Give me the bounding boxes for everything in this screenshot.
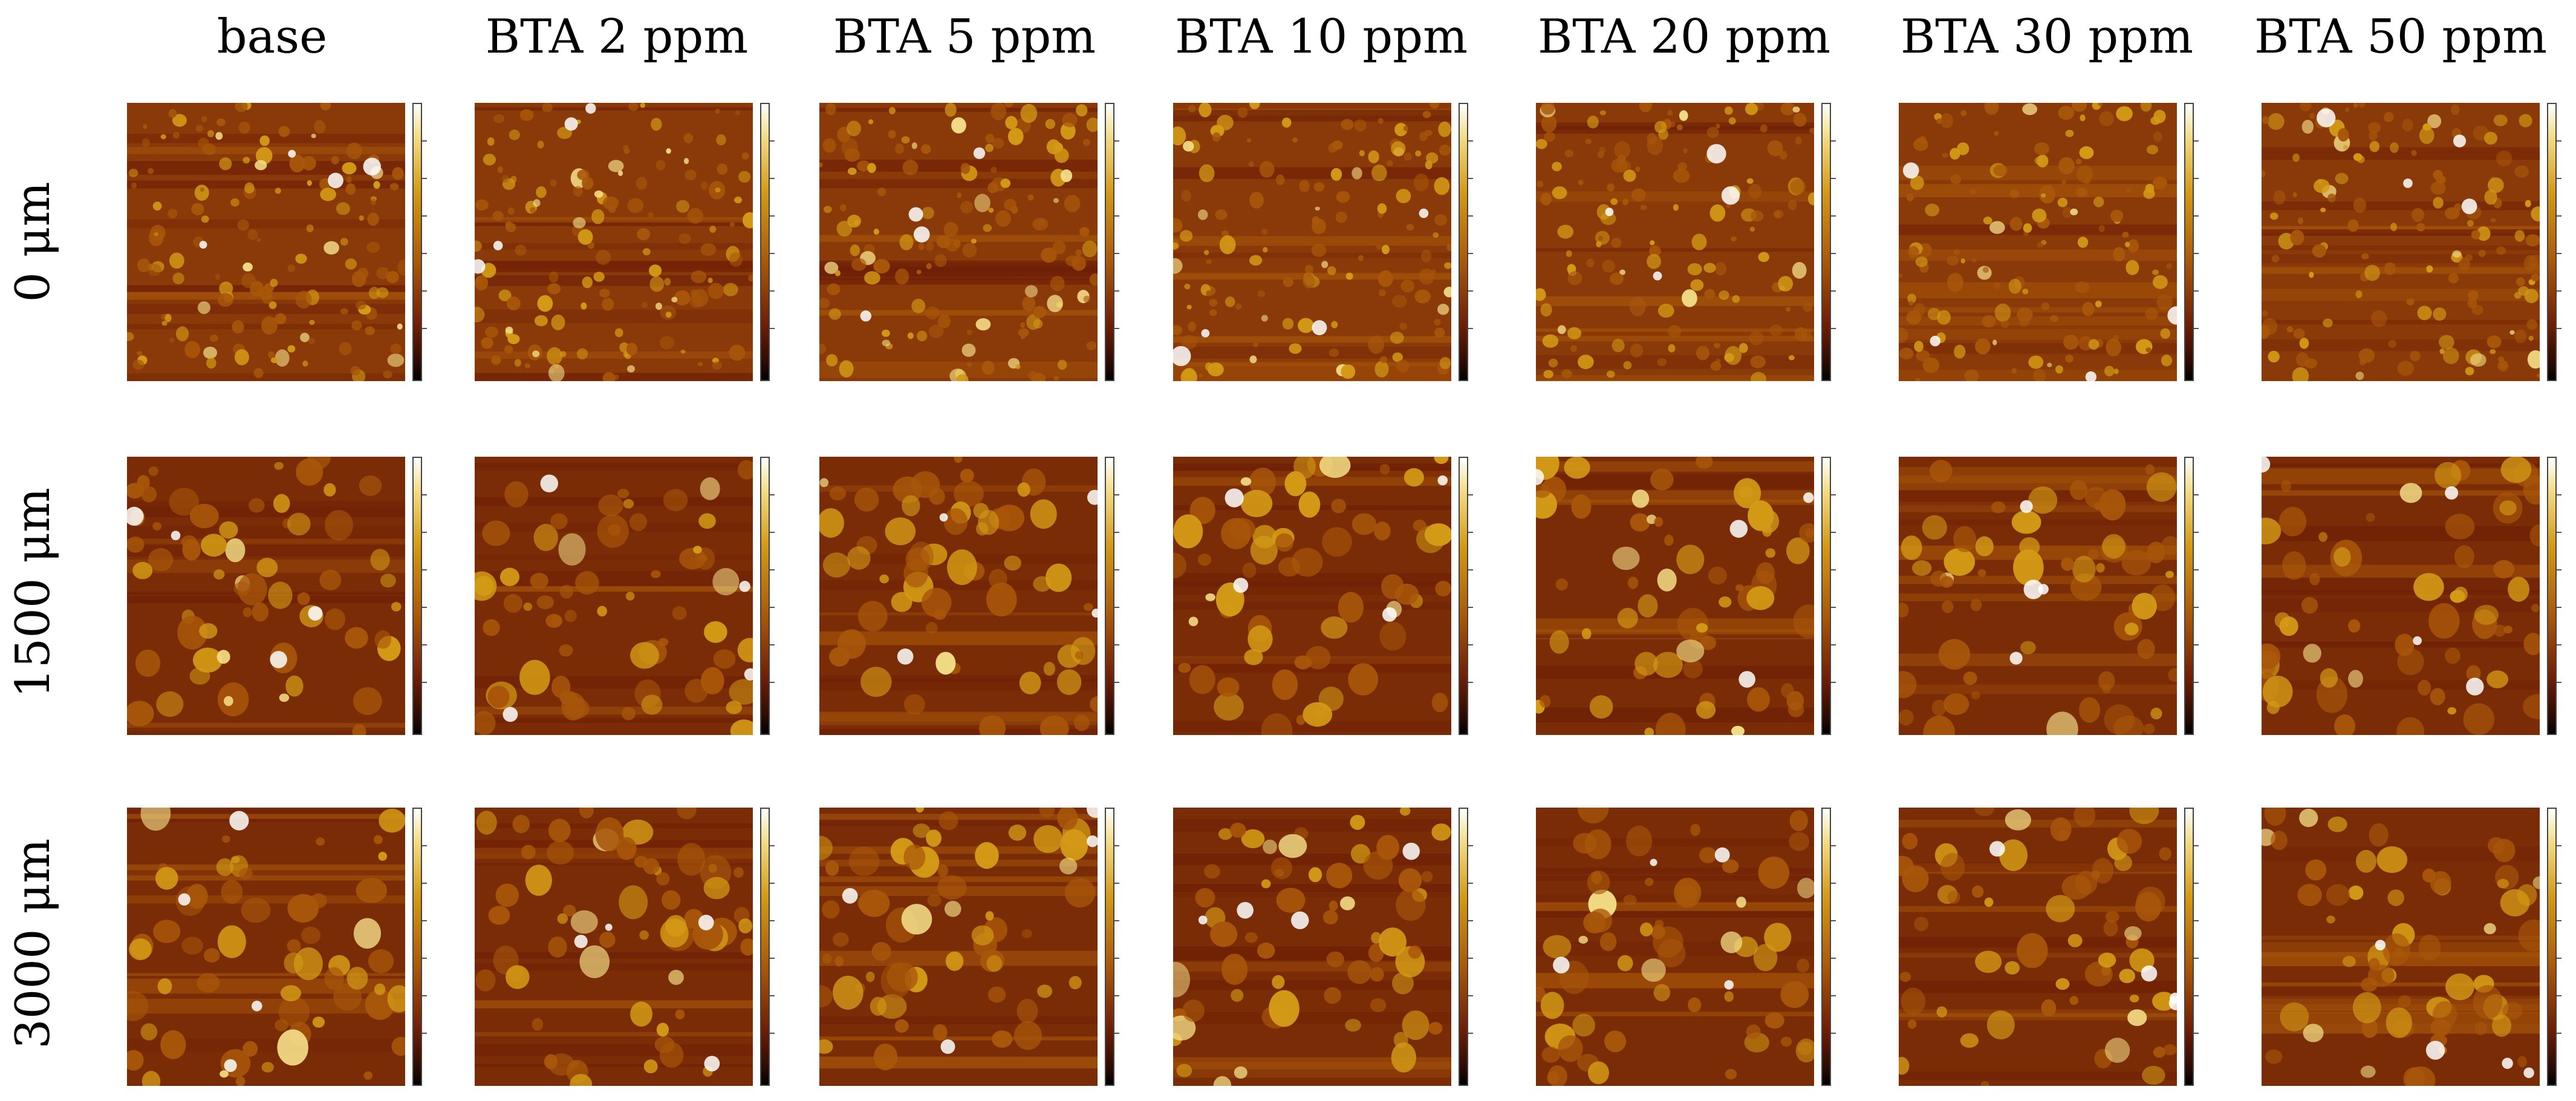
afm-image-r3-c2 [475, 808, 753, 1086]
color-scale-bar-r2-c3 [1105, 457, 1119, 735]
afm-image-r3-c3 [819, 808, 1098, 1086]
afm-image-r3-c6 [1899, 808, 2177, 1086]
afm-image-r2-c7 [2262, 457, 2540, 735]
afm-image-r3-c7 [2262, 808, 2540, 1086]
afm-image-r3-c1 [127, 808, 405, 1086]
column-label-bta-5ppm: BTA 5 ppm [833, 10, 1096, 64]
color-scale-bar-r2-c2 [760, 457, 775, 735]
color-scale-bar-r2-c4 [1459, 457, 1473, 735]
column-label-bta-10ppm: BTA 10 ppm [1174, 10, 1468, 64]
color-scale-bar-r1-c5 [1821, 103, 1836, 381]
afm-image-r2-c6 [1899, 457, 2177, 735]
color-scale-bar-r2-c6 [2184, 457, 2199, 735]
color-scale-bar-r3-c5 [1821, 808, 1836, 1086]
afm-image-r1-c2 [475, 103, 753, 381]
color-scale-bar-r1-c6 [2184, 103, 2199, 381]
color-scale-bar-r1-c1 [412, 103, 427, 381]
color-scale-bar-r3-c3 [1105, 808, 1119, 1086]
color-scale-bar-r2-c5 [1821, 457, 1836, 735]
afm-image-r1-c5 [1536, 103, 1814, 381]
color-scale-bar-r1-c3 [1105, 103, 1119, 381]
color-scale-bar-r3-c6 [2184, 808, 2199, 1086]
afm-image-r2-c4 [1173, 457, 1451, 735]
afm-image-r2-c3 [819, 457, 1098, 735]
row-label-1500um: 1500 μm [6, 488, 60, 698]
afm-image-r3-c5 [1536, 808, 1814, 1086]
column-label-bta-30ppm: BTA 30 ppm [1900, 10, 2194, 64]
color-scale-bar-r3-c1 [412, 808, 427, 1086]
color-scale-bar-r1-c4 [1459, 103, 1473, 381]
column-label-base: base [216, 10, 328, 64]
afm-image-r2-c1 [127, 457, 405, 735]
color-scale-bar-r2-c1 [412, 457, 427, 735]
row-label-0um: 0 μm [6, 181, 60, 302]
color-scale-bar-r1-c7 [2547, 103, 2561, 381]
row-label-3000um: 3000 μm [6, 838, 60, 1049]
afm-image-r1-c7 [2262, 103, 2540, 381]
color-scale-bar-r3-c7 [2547, 808, 2561, 1086]
afm-image-r1-c1 [127, 103, 405, 381]
column-label-bta-50ppm: BTA 50 ppm [2254, 10, 2548, 64]
column-label-bta-2ppm: BTA 2 ppm [485, 10, 749, 64]
afm-image-r2-c5 [1536, 457, 1814, 735]
color-scale-bar-r3-c4 [1459, 808, 1473, 1086]
color-scale-bar-r2-c7 [2547, 457, 2561, 735]
afm-image-r3-c4 [1173, 808, 1451, 1086]
afm-image-r1-c3 [819, 103, 1098, 381]
afm-image-r1-c4 [1173, 103, 1451, 381]
color-scale-bar-r1-c2 [760, 103, 775, 381]
color-scale-bar-r3-c2 [760, 808, 775, 1086]
column-label-bta-20ppm: BTA 20 ppm [1537, 10, 1831, 64]
afm-image-r1-c6 [1899, 103, 2177, 381]
afm-image-r2-c2 [475, 457, 753, 735]
